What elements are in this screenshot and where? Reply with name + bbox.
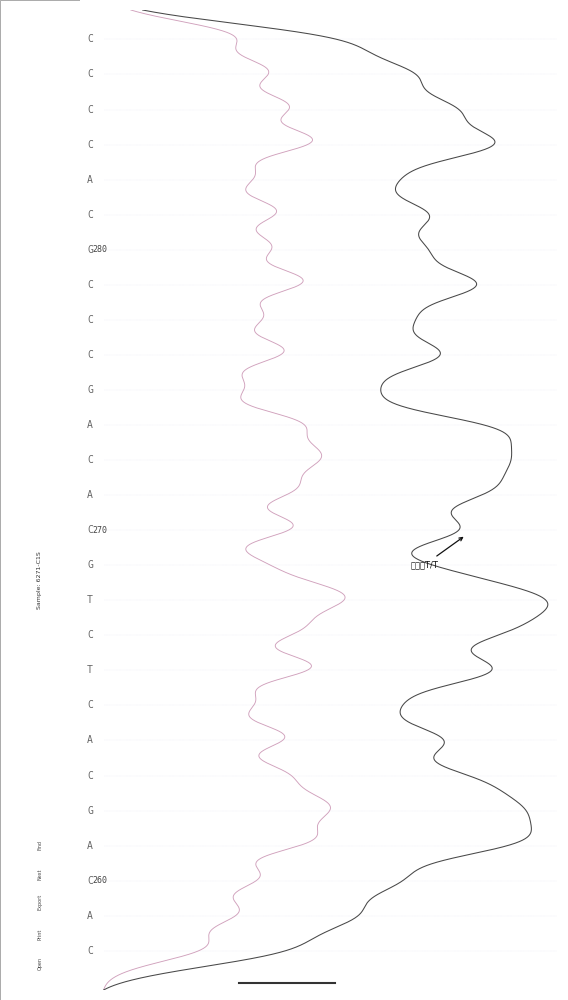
Text: C: C [87, 525, 93, 535]
Text: A: A [87, 911, 93, 921]
Text: C: C [87, 946, 93, 956]
Text: Next: Next [37, 868, 42, 880]
Text: C: C [87, 105, 93, 115]
Text: C: C [87, 210, 93, 220]
Text: 280: 280 [93, 245, 107, 254]
Text: 纯合子T/T: 纯合子T/T [411, 537, 462, 569]
Text: C: C [87, 455, 93, 465]
Text: Print: Print [37, 929, 42, 940]
Text: Open: Open [37, 957, 42, 970]
Text: Export: Export [37, 894, 42, 910]
Text: A: A [87, 175, 93, 185]
Text: C: C [87, 630, 93, 640]
Text: G: G [87, 245, 93, 255]
Text: C: C [87, 69, 93, 79]
Text: 260: 260 [93, 876, 107, 885]
Text: C: C [87, 771, 93, 781]
Text: C: C [87, 315, 93, 325]
Text: A: A [87, 735, 93, 745]
Text: A: A [87, 490, 93, 500]
Text: Find: Find [37, 840, 42, 850]
Text: C: C [87, 700, 93, 710]
Text: G: G [87, 806, 93, 816]
Text: 270: 270 [93, 526, 107, 535]
Text: C: C [87, 34, 93, 44]
Text: G: G [87, 560, 93, 570]
Text: Sample: 6271-C1S: Sample: 6271-C1S [37, 551, 42, 609]
Text: A: A [87, 841, 93, 851]
Text: T: T [87, 595, 93, 605]
Text: C: C [87, 280, 93, 290]
Text: G: G [87, 385, 93, 395]
Text: A: A [87, 420, 93, 430]
Text: C: C [87, 876, 93, 886]
Text: C: C [87, 140, 93, 150]
Text: C: C [87, 350, 93, 360]
Text: T: T [87, 665, 93, 675]
